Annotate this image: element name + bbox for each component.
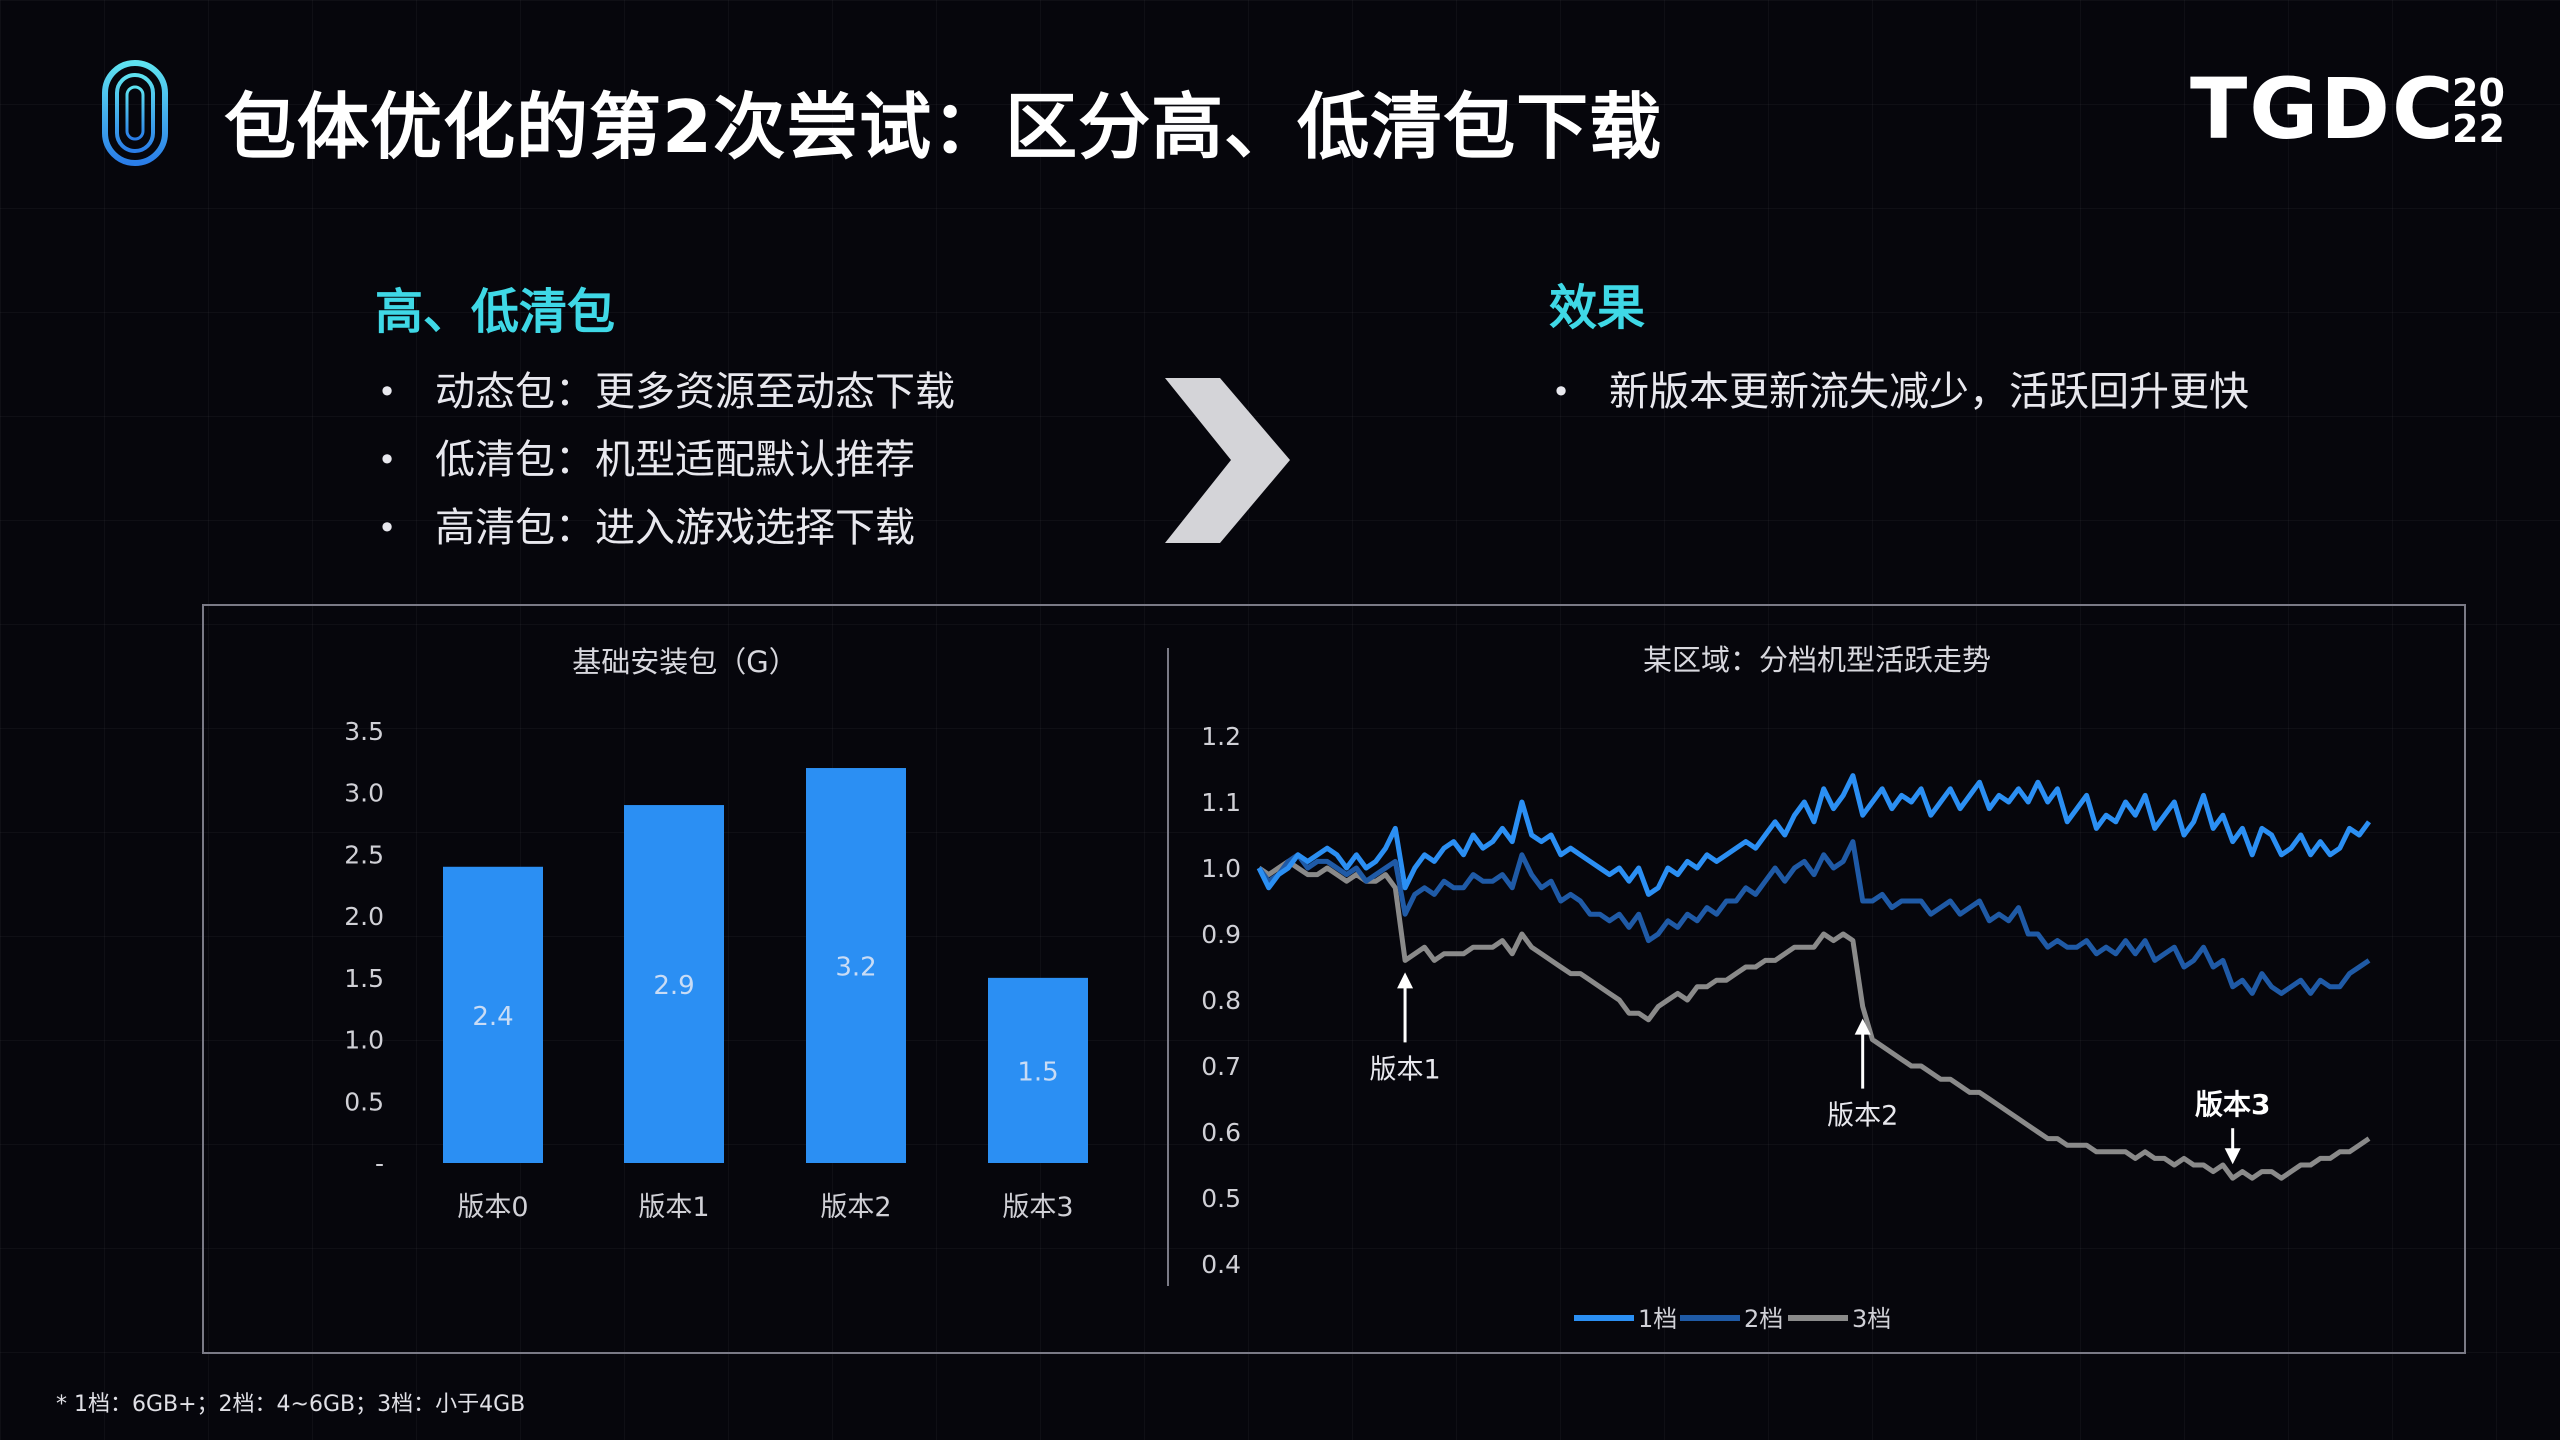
- list-item: • 低清包：机型适配默认推荐: [375, 426, 955, 494]
- legend-label: 3档: [1852, 1305, 1891, 1333]
- bullet-text: 高清包：进入游戏选择下载: [435, 505, 915, 551]
- annotation-arrow-head: [1397, 972, 1414, 989]
- bar-chart: 基础安装包（G） - 0.5 1.0 1.5 2.0 2.5 3.0 3.5 2.4 版本0 2.9 版…: [344, 645, 1088, 1223]
- series-line-1档: [1256, 773, 2372, 897]
- bar-y-tick-label: 3.5: [344, 717, 384, 746]
- annotation-label: 版本3: [2195, 1088, 2270, 1121]
- right-section-title: 效果: [1549, 280, 1646, 336]
- line-y-tick-label: 1.0: [1201, 854, 1241, 883]
- brand-year-top: 20: [2452, 71, 2505, 115]
- bar-y-tick-label: 1.0: [344, 1026, 384, 1055]
- tgdc-logo: TGDC 20 22: [2190, 66, 2505, 156]
- left-section-title: 高、低清包: [375, 284, 616, 340]
- bar-data-label: 3.2: [835, 953, 876, 983]
- bar-x-tick-label: 版本1: [638, 1192, 709, 1223]
- footnote: * 1档：6GB+；2档：4~6GB；3档：小于4GB: [56, 1392, 526, 1417]
- bar-y-tick-label: 3.0: [344, 779, 384, 808]
- annotation-label: 版本1: [1369, 1054, 1440, 1085]
- bullet-dot: •: [377, 509, 397, 547]
- bar-data-label: 2.9: [653, 971, 694, 1001]
- bar-y-tick-label: -: [375, 1149, 384, 1178]
- right-bullet-list: • 新版本更新流失减少，活跃回升更快: [1549, 358, 2249, 426]
- line-y-tick-label: 0.8: [1201, 986, 1241, 1015]
- bullet-text: 新版本更新流失减少，活跃回升更快: [1609, 369, 2249, 415]
- brand-year-bottom: 22: [2452, 107, 2505, 151]
- annotation-label: 版本2: [1827, 1101, 1898, 1132]
- bar-y-tick-label: 2.0: [344, 902, 384, 931]
- bar-y-tick-label: 1.5: [344, 964, 384, 993]
- bullet-dot: •: [377, 373, 397, 411]
- line-y-tick-label: 0.5: [1201, 1184, 1241, 1213]
- bullet-dot: •: [377, 441, 397, 479]
- series-line-3档: [1257, 858, 2371, 1181]
- panel-divider: [1167, 648, 1169, 1286]
- page-title: 包体优化的第2次尝试：区分高、低清包下载: [224, 85, 1663, 169]
- line-y-tick-label: 0.7: [1201, 1052, 1241, 1081]
- bar-x-tick-label: 版本3: [1002, 1192, 1073, 1223]
- bullet-dot: •: [1551, 373, 1571, 411]
- annotation-arrow-head: [1854, 1018, 1871, 1035]
- line-y-tick-label: 1.1: [1201, 788, 1241, 817]
- bar-x-tick-label: 版本2: [820, 1192, 891, 1223]
- bar-y-tick-label: 2.5: [344, 840, 384, 869]
- bar-data-label: 2.4: [472, 1002, 513, 1032]
- line-chart: 某区域：分档机型活跃走势 0.4 0.5 0.6 0.7 0.8 0.9 1.0 1.1 1.2 版…: [1201, 643, 2372, 1333]
- bar-chart-title: 基础安装包（G）: [572, 645, 797, 679]
- list-item: • 新版本更新流失减少，活跃回升更快: [1549, 358, 2249, 426]
- line-y-tick-label: 1.2: [1201, 722, 1241, 751]
- bullet-text: 动态包：更多资源至动态下载: [435, 369, 955, 415]
- brand-text: TGDC: [2190, 66, 2456, 156]
- bar: [443, 866, 543, 1163]
- bar: [806, 768, 906, 1163]
- line-y-tick-label: 0.6: [1201, 1118, 1241, 1147]
- chevron-right-icon: [1165, 378, 1290, 543]
- line-chart-title: 某区域：分档机型活跃走势: [1643, 643, 1991, 677]
- legend-label: 1档: [1638, 1305, 1677, 1333]
- chart-panel: [202, 604, 2466, 1354]
- list-item: • 高清包：进入游戏选择下载: [375, 494, 955, 562]
- bar-x-tick-label: 版本0: [457, 1192, 528, 1223]
- line-y-tick-label: 0.9: [1201, 920, 1241, 949]
- bullet-text: 低清包：机型适配默认推荐: [435, 437, 915, 483]
- left-bullet-list: • 动态包：更多资源至动态下载 • 低清包：机型适配默认推荐 • 高清包：进入游戏选择…: [375, 358, 955, 562]
- bar: [624, 805, 724, 1163]
- legend-label: 2档: [1744, 1305, 1783, 1333]
- list-item: • 动态包：更多资源至动态下载: [375, 358, 955, 426]
- logo-ring-icon: [102, 60, 168, 166]
- bar: [988, 977, 1088, 1163]
- line-y-tick-label: 0.4: [1201, 1250, 1241, 1279]
- bar-data-label: 1.5: [1017, 1057, 1058, 1087]
- bar-y-tick-label: 0.5: [344, 1087, 384, 1116]
- annotation-arrow-head: [2224, 1148, 2241, 1165]
- series-line-2档: [1256, 839, 2371, 996]
